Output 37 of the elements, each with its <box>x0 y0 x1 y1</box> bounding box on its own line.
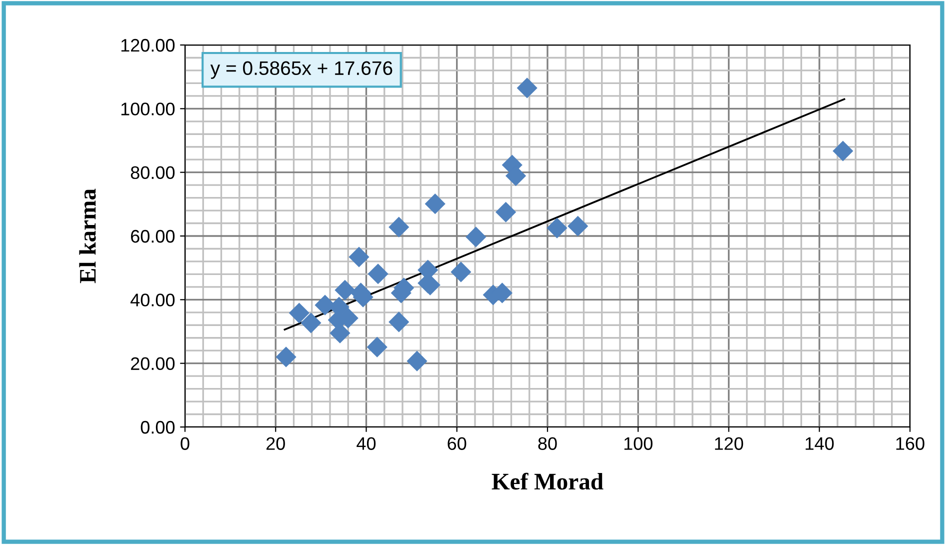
x-tick-label: 0 <box>180 437 190 450</box>
point <box>288 302 310 324</box>
point <box>334 280 356 300</box>
x-tick-label: 120 <box>715 437 744 450</box>
point <box>516 78 538 98</box>
x-tick-label: 40 <box>356 437 376 450</box>
annotation: y = 0.5865x + 17.676 <box>210 61 392 79</box>
y-axis-title: El karma <box>79 188 96 284</box>
point <box>368 264 388 284</box>
x-axis-title: Kef Morad <box>492 472 604 490</box>
x-tick-label: 100 <box>624 437 652 450</box>
point <box>366 336 388 358</box>
y-tick-label: 0.00 <box>140 420 175 434</box>
x-tick-label: 140 <box>806 437 834 450</box>
point <box>496 202 516 222</box>
y-tick-label: 80.00 <box>130 166 175 180</box>
x-tick-label: 80 <box>538 437 557 450</box>
point <box>466 226 486 248</box>
y-tick-label: 20.00 <box>131 357 175 370</box>
point <box>276 346 296 368</box>
point <box>300 312 322 334</box>
point <box>832 140 854 162</box>
x-tick-label: 160 <box>896 437 924 450</box>
point <box>546 218 568 238</box>
x-tick-label: 20 <box>266 437 285 450</box>
point <box>424 194 446 214</box>
point <box>348 246 370 268</box>
y-tick-label: 60.00 <box>131 230 175 243</box>
point <box>406 350 428 372</box>
y-tick-label: 40.00 <box>130 294 175 306</box>
x-tick-label: 60 <box>448 437 466 450</box>
point <box>388 312 410 332</box>
point <box>568 216 588 236</box>
point <box>388 216 410 238</box>
y-tick-label: 120.00 <box>121 38 175 52</box>
y-tick-label: 100.00 <box>121 102 175 116</box>
point <box>450 262 472 282</box>
